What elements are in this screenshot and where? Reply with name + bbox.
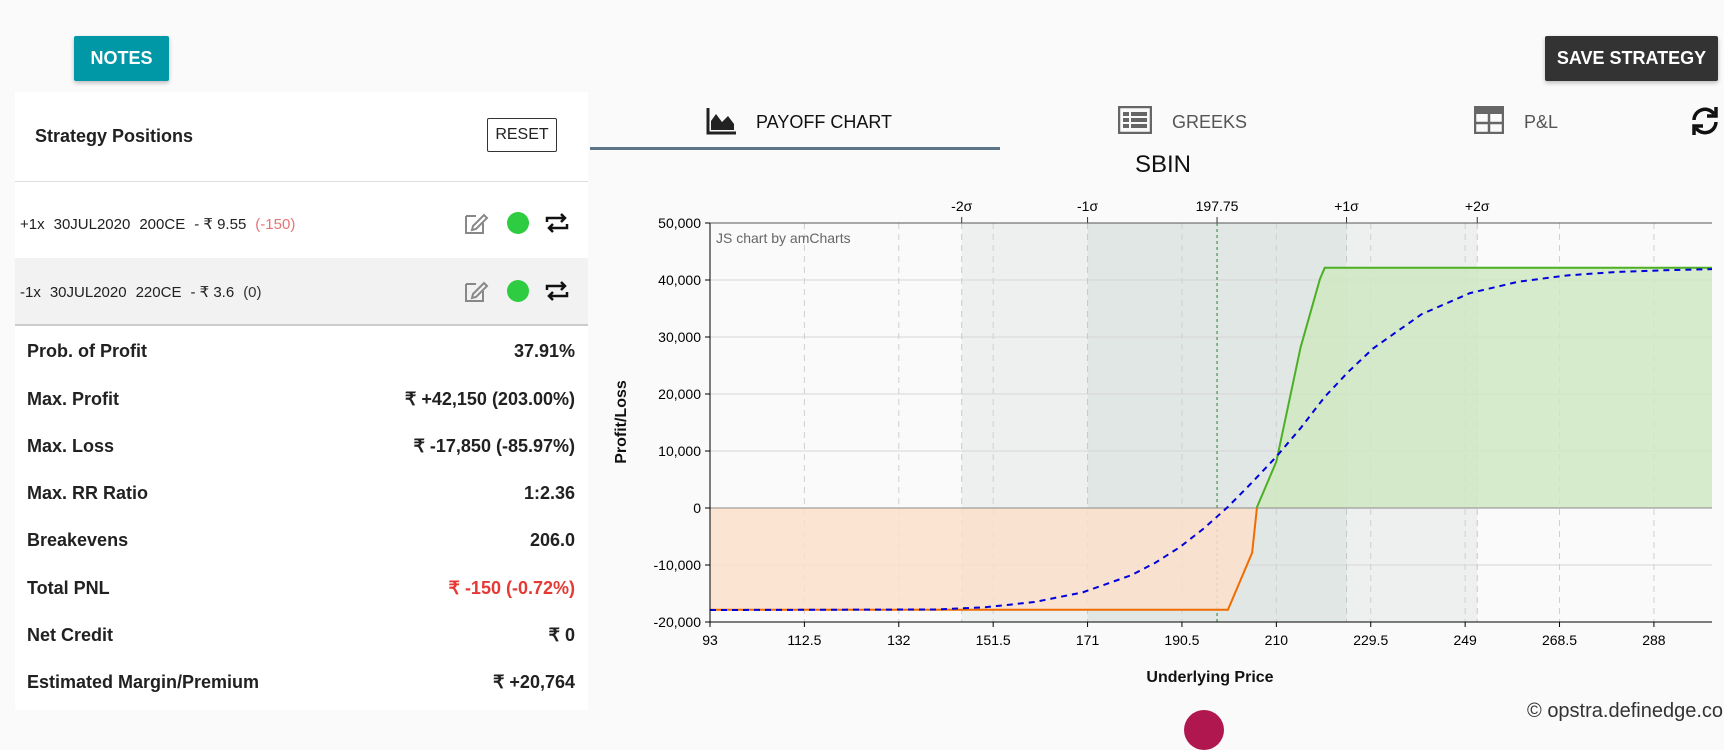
loss-area (710, 508, 1257, 610)
y-tick-label: -10,000 (654, 557, 702, 573)
swap-icon[interactable] (543, 278, 571, 304)
position-strike: 220CE (135, 284, 182, 301)
copyright-icon: © (1527, 700, 1542, 722)
reset-button[interactable]: RESET (487, 118, 557, 152)
panel-title: Strategy Positions (35, 126, 194, 146)
position-price: - ₹ 3.6 (190, 284, 235, 301)
x-tick-label: 151.5 (976, 632, 1011, 648)
sigma-label: -2σ (951, 198, 972, 214)
x-tick-label: 112.5 (787, 632, 821, 648)
position-qty: +1x (20, 216, 45, 233)
status-dot[interactable] (507, 280, 529, 302)
y-tick-label: -20,000 (654, 614, 702, 630)
position-expiry: 30JUL2020 (53, 216, 131, 233)
metric-value: ₹ 0 (548, 625, 575, 645)
metric-value: ₹ -150 (-0.72%) (448, 578, 575, 598)
position-price: - ₹ 9.55 (194, 216, 247, 233)
chart-title: SBIN (1135, 151, 1191, 178)
metric-label: Total PNL (27, 578, 110, 598)
x-tick-label: 171 (1076, 632, 1100, 648)
x-tick-label: 229.5 (1353, 632, 1388, 648)
strategy-positions-panel: Strategy Positions RESET +1x 30JUL2020 200… (15, 92, 588, 710)
x-tick-label: 210 (1265, 632, 1289, 648)
y-tick-label: 30,000 (658, 329, 701, 345)
chart-credit: JS chart by amCharts (716, 230, 851, 246)
divider (15, 324, 588, 326)
metric-label: Net Credit (27, 625, 114, 645)
y-tick-label: 0 (693, 500, 701, 516)
metric-label: Prob. of Profit (27, 341, 147, 361)
x-tick-label: 132 (887, 632, 911, 648)
x-tick-label: 93 (702, 632, 718, 648)
metric-value: ₹ +42,150 (203.00%) (404, 389, 575, 409)
profit-area (1256, 267, 1712, 508)
position-strike: 200CE (139, 216, 186, 233)
list-icon (1118, 106, 1152, 134)
metric-value: 37.91% (513, 341, 575, 361)
x-tick-label: 190.5 (1164, 632, 1199, 648)
x-axis-label: Underlying Price (1146, 669, 1273, 686)
position-pnl: (-150) (255, 216, 296, 233)
x-tick-label: 249 (1453, 632, 1477, 648)
tab-label: PAYOFF CHART (756, 112, 893, 132)
metric-label: Max. Loss (27, 436, 115, 456)
position-row: +1x 30JUL2020 200CE - ₹ 9.55 (-150) (15, 190, 588, 258)
x-tick-label: 268.5 (1542, 632, 1577, 648)
table-icon (1474, 106, 1504, 134)
y-tick-label: 10,000 (658, 443, 701, 459)
divider (15, 181, 588, 182)
y-tick-label: 20,000 (658, 386, 701, 402)
target-payoff-line (709, 268, 1713, 612)
y-tick-label: 40,000 (658, 272, 701, 288)
expiry-profit-line (1255, 266, 1712, 509)
metric-label: Breakevens (27, 530, 129, 550)
tab-label: P&L (1524, 112, 1559, 132)
metric-label: Max. RR Ratio (27, 483, 149, 503)
metric-value: ₹ +20,764 (492, 672, 575, 692)
area-chart-icon (706, 108, 736, 135)
expiry-loss-line (710, 507, 1258, 611)
active-tab-indicator (590, 147, 1000, 150)
tab-label: GREEKS (1172, 112, 1248, 132)
metric-value: 1:2.36 (523, 483, 575, 503)
y-tick-label: 50,000 (658, 215, 701, 231)
notes-button[interactable]: NOTES (74, 36, 169, 81)
refresh-icon[interactable] (1688, 104, 1722, 138)
swap-icon[interactable] (543, 210, 571, 236)
y-axis-label: Profit/Loss (613, 380, 630, 464)
position-qty: -1x (20, 284, 41, 301)
copyright-text: opstra.definedge.co (1547, 700, 1723, 722)
tab-pnl[interactable]: P&L (1474, 92, 1614, 152)
tab-payoff-chart[interactable]: PAYOFF CHART (706, 92, 946, 152)
sigma-label: 197.75 (1196, 198, 1239, 214)
sigma-label: +2σ (1465, 198, 1490, 214)
payoff-chart: -20,000 -10,000 0 10,000 20,000 30,000 40,000 5… (613, 151, 1713, 686)
edit-icon[interactable] (463, 210, 489, 236)
position-row: -1x 30JUL2020 220CE - ₹ 3.6 (0) (15, 258, 588, 324)
copyright-footer: © opstra.definedge.co (1527, 700, 1723, 723)
x-tick-label: 288 (1642, 632, 1666, 648)
position-text: -1x 30JUL2020 220CE - ₹ 3.6 (0) (20, 283, 271, 301)
chart-tabs: PAYOFF CHART GREEKS P&L (590, 92, 1724, 152)
sigma-label: +1σ (1334, 198, 1359, 214)
position-pnl: (0) (243, 284, 262, 301)
metric-value: ₹ -17,850 (-85.97%) (413, 436, 575, 456)
metric-label: Estimated Margin/Premium (27, 672, 260, 692)
save-strategy-button[interactable]: SAVE STRATEGY (1545, 36, 1718, 81)
sigma-label: -1σ (1077, 198, 1098, 214)
edit-icon[interactable] (463, 278, 489, 304)
metric-value: 206.0 (529, 530, 575, 550)
position-expiry: 30JUL2020 (49, 284, 127, 301)
status-dot[interactable] (507, 212, 529, 234)
position-text: +1x 30JUL2020 200CE - ₹ 9.55 (-150) (20, 215, 304, 233)
tab-greeks[interactable]: GREEKS (1118, 92, 1318, 152)
help-fab-button[interactable] (1184, 710, 1224, 750)
metric-label: Max. Profit (27, 389, 120, 409)
